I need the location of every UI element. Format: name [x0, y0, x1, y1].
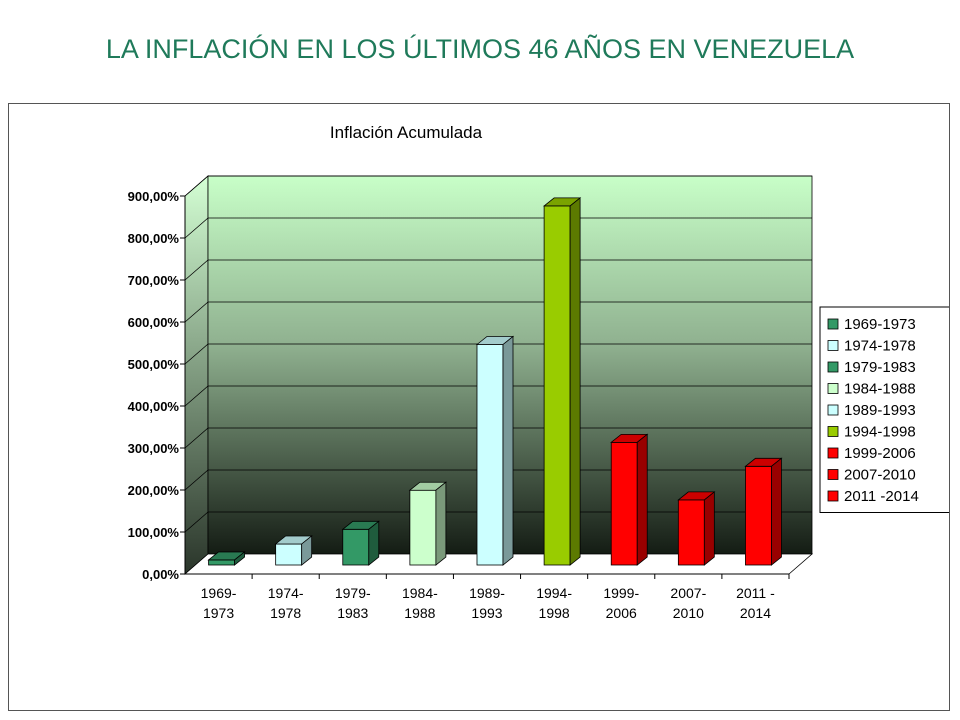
x-tick-label: 1983 — [337, 605, 368, 621]
bar-side — [771, 457, 782, 566]
bar-side — [368, 520, 380, 566]
y-tick-label: 100,00% — [128, 525, 180, 540]
y-tick-label: 200,00% — [128, 483, 180, 498]
legend-swatch — [827, 318, 839, 330]
bar — [475, 335, 515, 566]
legend-label: 2007-2010 — [844, 467, 916, 484]
chart: Inflación Acumulada 0,00% 100,00% 200,00% 3… — [128, 123, 949, 621]
gridline-side — [184, 385, 209, 407]
y-tick-label: 300,00% — [128, 441, 180, 456]
bar-front — [677, 499, 705, 566]
x-tick-label: 1993 — [471, 605, 502, 621]
y-tick-label: 0,00% — [142, 567, 179, 582]
x-tick-label: 2006 — [606, 605, 637, 621]
bar — [542, 197, 582, 566]
bar-front — [745, 465, 772, 566]
x-tick-label: 2010 — [673, 605, 704, 621]
chart-frame: Inflación Acumulada 0,00% 100,00% 200,00% 3… — [8, 103, 950, 711]
x-tick-label: 2007- — [670, 585, 706, 601]
bar — [274, 535, 313, 566]
y-tick-label: 900,00% — [128, 189, 180, 204]
legend-swatch — [827, 490, 839, 502]
x-tick-label: 1973 — [203, 605, 234, 621]
bar — [677, 491, 716, 566]
side-wall — [184, 175, 209, 575]
x-tick-label: 1978 — [270, 605, 301, 621]
gridline-side — [184, 343, 209, 365]
gridline-side — [184, 175, 209, 197]
legend-label: 1979-1983 — [844, 359, 916, 376]
bar — [408, 481, 448, 566]
x-tick-label: 2014 — [740, 605, 771, 621]
bar-side — [569, 197, 581, 566]
legend-label: 1974-1978 — [844, 338, 916, 355]
legend-label: 2011 -2014 — [844, 488, 919, 505]
bar-side — [636, 433, 648, 566]
bar-front — [275, 543, 303, 566]
y-tick-label: 700,00% — [128, 273, 180, 288]
page-title: LA INFLACIÓN EN LOS ÚLTIMOS 46 AÑOS EN V… — [105, 34, 855, 64]
legend-swatch — [827, 469, 839, 480]
legend-label: 1969-1973 — [844, 316, 916, 333]
x-tick-label: 1998 — [539, 605, 570, 621]
legend-label: 1999-2006 — [844, 445, 916, 462]
legend-swatch — [827, 361, 839, 373]
legend-swatch — [827, 383, 839, 394]
legend-swatch — [827, 404, 839, 416]
legend-label: 1989-1993 — [844, 402, 916, 419]
gridline-side — [184, 217, 209, 239]
bar-side — [502, 335, 514, 566]
bar — [610, 433, 649, 566]
bar — [341, 520, 380, 566]
y-tick-label: 600,00% — [128, 315, 180, 330]
gridline-side — [184, 259, 209, 281]
gridline-side — [184, 427, 209, 449]
bar — [207, 551, 246, 566]
bar-front — [208, 559, 235, 566]
bar-side — [703, 491, 715, 566]
legend-box — [819, 306, 949, 513]
bar-front — [610, 441, 638, 566]
x-tick-label: 2011 - — [736, 585, 775, 601]
bar-front — [543, 205, 571, 566]
x-tick-label: 1994- — [536, 585, 572, 601]
legend-label: 1984-1988 — [844, 381, 916, 398]
y-tick-label: 400,00% — [128, 399, 180, 414]
bar — [744, 457, 783, 566]
y-tick-label: 800,00% — [128, 231, 180, 246]
x-tick-label: 1979- — [335, 585, 371, 601]
legend-swatch — [827, 426, 839, 437]
legend-swatch — [827, 447, 839, 459]
gridline-side — [184, 469, 209, 491]
bar-side — [234, 551, 245, 566]
chart-title: Inflación Acumulada — [330, 123, 483, 142]
gridline-side — [184, 511, 209, 533]
x-tick-label: 1999- — [603, 585, 639, 601]
x-tick-label: 1988 — [404, 605, 435, 621]
x-tick-label: 1984- — [402, 585, 438, 601]
x-tick-label: 1974- — [268, 585, 304, 601]
y-tick-label: 500,00% — [128, 357, 180, 372]
bar-side — [301, 535, 313, 566]
gridline-side — [184, 301, 209, 323]
bar-front — [476, 344, 504, 566]
x-tick-label: 1969- — [201, 585, 237, 601]
bar-side — [435, 481, 447, 566]
bar-front — [342, 528, 370, 566]
legend-label: 1994-1998 — [844, 424, 916, 441]
x-tick-label: 1989- — [469, 585, 505, 601]
legend-swatch — [827, 340, 839, 351]
bar-front — [409, 489, 437, 566]
